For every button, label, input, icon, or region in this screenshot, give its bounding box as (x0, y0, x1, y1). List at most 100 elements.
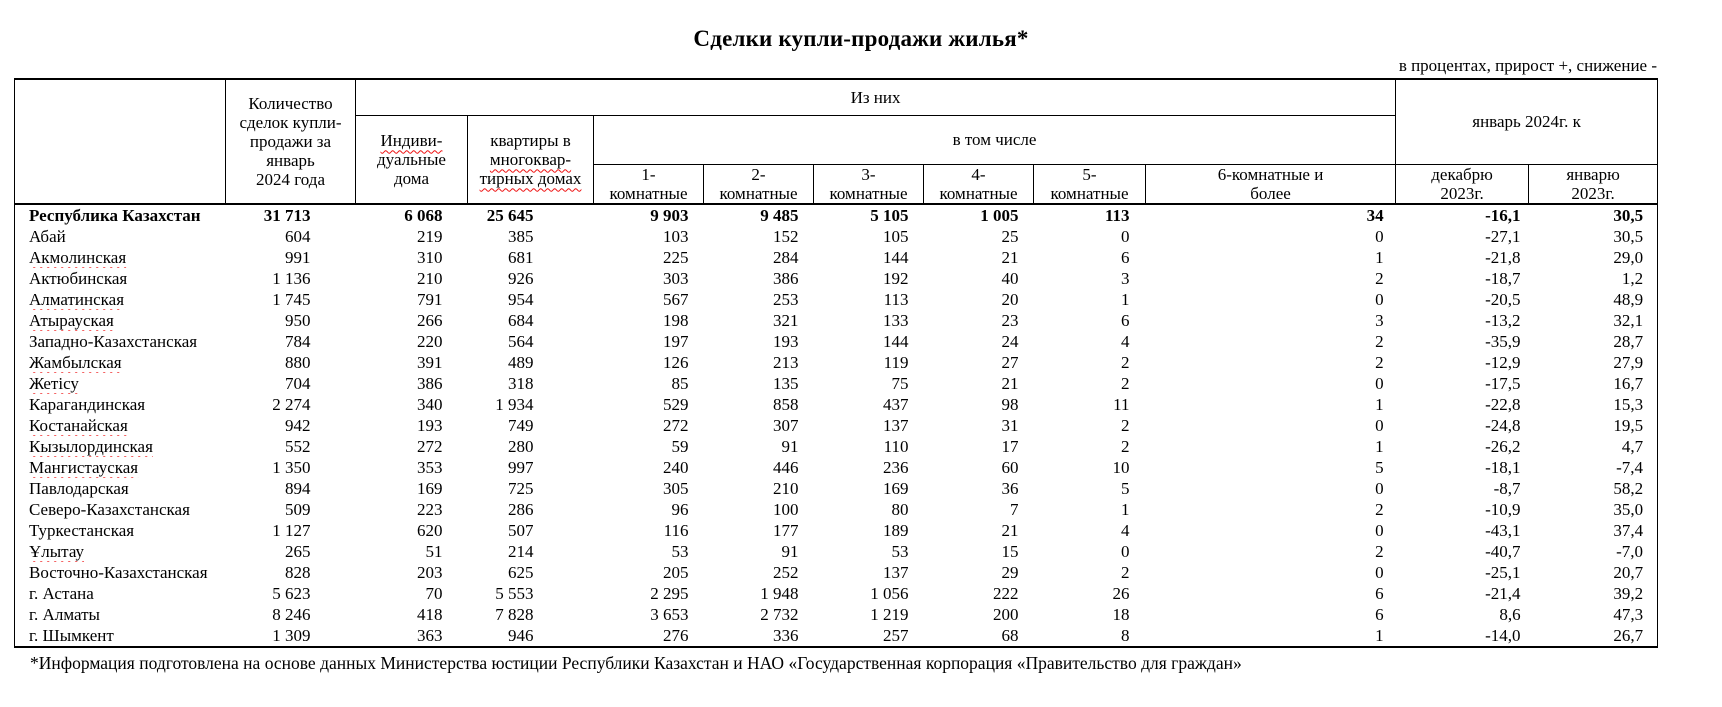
value-cell: 119 (883, 352, 909, 372)
table-row: г. Алматы 8 246 418 7 828 3 653 2 732 1 219 200… (15, 604, 1658, 625)
value-cell: 418 (417, 604, 443, 624)
value-cell: -18,7 (1485, 268, 1521, 288)
value-cell: 220 (417, 331, 443, 351)
value-cell: 276 (663, 625, 689, 645)
col-header-region (14, 78, 226, 205)
value-cell: 91 (781, 436, 799, 456)
value-cell: 4 (1121, 520, 1130, 540)
value-cell: 828 (285, 562, 311, 582)
value-cell: 214 (508, 541, 534, 561)
value-cell: 11 (1113, 394, 1130, 414)
value-cell: 169 (417, 478, 443, 498)
region-name: Северо-Казахстанская (29, 499, 190, 519)
value-cell: 40 (1001, 268, 1019, 288)
value-cell: 1 (1375, 394, 1384, 414)
value-cell: 310 (417, 247, 443, 267)
value-cell: -24,8 (1485, 415, 1521, 435)
value-cell: 8 (1121, 625, 1130, 645)
value-cell: 8 246 (272, 604, 311, 624)
housing-deals-table: Количество сделок купли- продажи за янва… (14, 78, 1659, 648)
value-cell: 21 (1001, 373, 1019, 393)
col-header-rooms-1: 1- комнатные (593, 163, 704, 205)
value-cell: 1 (1121, 499, 1130, 519)
value-cell: 105 (883, 226, 909, 246)
value-cell: 225 (663, 247, 689, 267)
value-cell: 6 (1121, 310, 1130, 330)
value-cell: 21 (1001, 520, 1019, 540)
value-cell: 25 645 (486, 205, 534, 225)
value-cell: 16,7 (1613, 373, 1644, 393)
group-header-v-tom-chisle: в том числе (592, 114, 1397, 165)
value-cell: 113 (1104, 205, 1130, 225)
value-cell: 169 (883, 478, 909, 498)
header-row-3: 1- комнатные 2- комнатные 3- комнатные 4- ко… (15, 163, 1659, 205)
value-cell: 19,5 (1613, 415, 1644, 435)
value-cell: 0 (1121, 226, 1130, 246)
region-name: Западно-Казахстанская (29, 331, 198, 351)
value-cell: 2 (1375, 352, 1384, 372)
value-cell: 222 (993, 583, 1019, 603)
value-cell: 29,0 (1613, 247, 1644, 267)
value-cell: 385 (508, 226, 534, 246)
value-cell: 286 (508, 499, 534, 519)
value-cell: -40,7 (1485, 541, 1521, 561)
value-cell: 386 (417, 373, 443, 393)
value-cell: 91 (781, 541, 799, 561)
value-cell: 17 (1001, 436, 1019, 456)
value-cell: 20 (1001, 289, 1019, 309)
value-cell: 137 (883, 562, 909, 582)
value-cell: 1 (1121, 289, 1130, 309)
value-cell: 37,4 (1613, 520, 1644, 540)
value-cell: 6 (1375, 604, 1384, 624)
value-cell: 489 (508, 352, 534, 372)
value-cell: 25 (1001, 226, 1019, 246)
value-cell: 991 (285, 247, 311, 267)
value-cell: 31 (1001, 415, 1019, 435)
table-body: Республика Казахстан 31 713 6 068 25 645 9 9… (15, 204, 1658, 647)
value-cell: 7 828 (495, 604, 534, 624)
table-row: Мангистауская 1 350 353 997 240 446 236 60 10 5 -1… (15, 457, 1658, 478)
value-cell: 552 (285, 436, 311, 456)
value-cell: 272 (663, 415, 689, 435)
indiv-header-line: Индиви- (380, 130, 443, 150)
header-row-1: Количество сделок купли- продажи за янва… (14, 78, 1659, 205)
region-name: Восточно-Казахстанская (29, 562, 208, 582)
value-cell: -21,4 (1485, 583, 1521, 603)
value-cell: 1 948 (760, 583, 799, 603)
value-cell: 529 (663, 394, 689, 414)
value-cell: 6 (1375, 583, 1384, 603)
value-cell: -22,8 (1485, 394, 1521, 414)
value-cell: 266 (417, 310, 443, 330)
value-cell: -14,0 (1485, 625, 1521, 645)
value-cell: 4,7 (1621, 436, 1644, 456)
value-cell: 272 (417, 436, 443, 456)
value-cell: 35,0 (1613, 499, 1644, 519)
value-cell: -26,2 (1485, 436, 1521, 456)
table-row: Республика Казахстан 31 713 6 068 25 645 9 9… (15, 204, 1658, 226)
value-cell: 954 (508, 289, 534, 309)
value-cell: 24 (1001, 331, 1019, 351)
value-cell: 28,7 (1613, 331, 1644, 351)
region-name: Акмолинская (29, 247, 127, 267)
table-row: Павлодарская 894 169 725 305 210 169 36 5 0 -8,7 58… (15, 478, 1658, 499)
value-cell: 68 (1001, 625, 1019, 645)
table-row: Абай 604 219 385 103 152 105 25 0 0 -27,1 30,5 (15, 226, 1658, 247)
region-name: г. Алматы (29, 604, 100, 624)
value-cell: 0 (1375, 373, 1384, 393)
flats-header-line: тирных домах (479, 168, 582, 188)
value-cell: 236 (883, 457, 909, 477)
region-name: Кызылординская (29, 436, 153, 456)
value-cell: 2 (1375, 331, 1384, 351)
value-cell: 5 (1121, 478, 1130, 498)
value-cell: 509 (285, 499, 311, 519)
region-name: Павлодарская (29, 478, 129, 498)
table-row: Карагандинская 2 274 340 1 934 529 858 437 98 11… (15, 394, 1658, 415)
value-cell: 4 (1121, 331, 1130, 351)
table-row: Алматинская 1 745 791 954 567 253 113 20 1 0 -20,5… (15, 289, 1658, 310)
value-cell: 27,9 (1613, 352, 1644, 372)
value-cell: 318 (508, 373, 534, 393)
region-name: Туркестанская (29, 520, 135, 540)
value-cell: 946 (508, 625, 534, 645)
value-cell: 0 (1375, 478, 1384, 498)
